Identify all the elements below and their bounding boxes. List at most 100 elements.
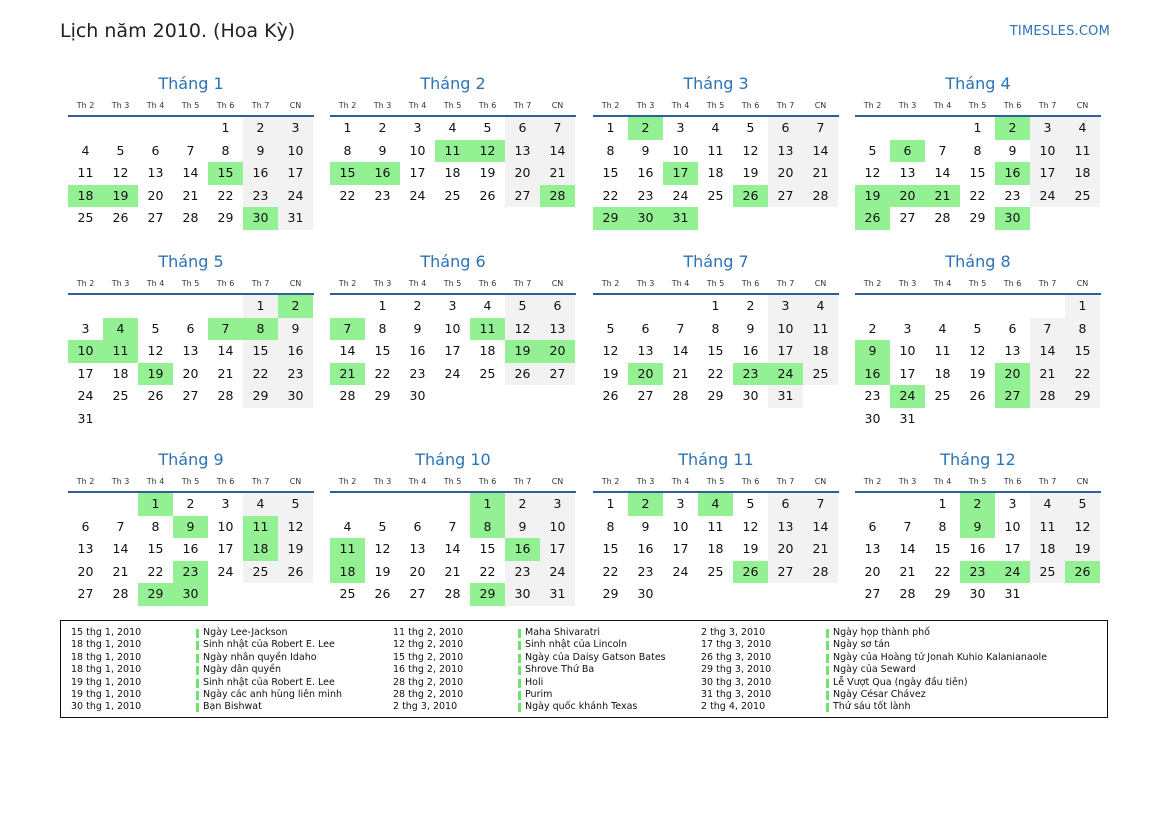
day-cell: 22 xyxy=(243,362,278,385)
day-cell: 19 xyxy=(1065,538,1100,561)
day-cell: 21 xyxy=(217,365,234,381)
day-cell: 10 xyxy=(1004,518,1021,534)
day-cell: 26 xyxy=(505,362,540,385)
day-cell: 4 xyxy=(938,320,947,336)
day-cell: 7 xyxy=(1030,317,1065,340)
month-calendar: Tháng 7 Th 2 Th 3 Th 4 Th 5 Th 6 Th 7 CN 1 2 3 4 5 6 7… xyxy=(593,251,839,408)
day-cell: 7 xyxy=(116,518,125,534)
day-cell: 6 xyxy=(868,518,877,534)
weekday-label: Th 4 xyxy=(408,477,427,486)
weekday-label: CN xyxy=(551,279,564,288)
weekday-header: Th 2 Th 3 Th 4 Th 5 Th 6 Th 7 CN xyxy=(593,95,839,117)
day-cell: 23 xyxy=(864,388,881,403)
holiday-day-cell: 29 xyxy=(470,583,505,606)
day-cell: 22 xyxy=(217,187,234,203)
weekday-label: Th 5 xyxy=(706,279,725,288)
weekday-label: Th 7 xyxy=(776,101,795,110)
weekday-header: Th 2 Th 3 Th 4 Th 5 Th 6 Th 7 CN xyxy=(855,95,1101,117)
weekday-label: Th 6 xyxy=(478,477,497,486)
holiday-name: Ngày của Hoàng tử Jonah Kuhio Kalanianao… xyxy=(825,651,1048,664)
day-cell: 29 xyxy=(707,388,724,403)
legend-row: 12 thg 2, 2010 Sinh nhật của Lincoln xyxy=(393,639,627,651)
holiday-date: 30 thg 3, 2010 xyxy=(701,676,772,688)
day-cell: 1 xyxy=(711,298,720,313)
empty-cell xyxy=(103,295,138,318)
day-cell: 31 xyxy=(1004,586,1021,601)
brand-link[interactable]: TIMESLES.COM xyxy=(1009,24,1110,39)
day-cell: 14 xyxy=(803,515,838,538)
holiday-day-cell: 23 xyxy=(733,362,768,385)
day-cell: 3 xyxy=(768,295,803,318)
weekday-label: Th 5 xyxy=(706,477,725,486)
empty-cell xyxy=(890,295,925,318)
day-cell: 23 xyxy=(637,187,654,203)
day-cell: 27 xyxy=(540,362,575,385)
day-cell: 8 xyxy=(711,320,720,336)
day-cell: 14 xyxy=(672,343,689,358)
holiday-name: Ngày của Seward xyxy=(826,664,916,676)
holiday-day-cell: 2 xyxy=(960,493,995,516)
empty-cell xyxy=(855,295,890,318)
day-cell: 10 xyxy=(409,142,426,158)
day-cell: 13 xyxy=(505,139,540,162)
weekday-label: Th 6 xyxy=(741,279,760,288)
weekday-header: Th 2 Th 3 Th 4 Th 5 Th 6 Th 7 CN xyxy=(855,471,1101,493)
day-cell: 19 xyxy=(742,165,759,180)
holiday-day-cell: 16 xyxy=(995,162,1030,185)
weekday-label: Th 7 xyxy=(1038,101,1057,110)
day-cell: 27 xyxy=(409,586,426,601)
day-cell: 1 xyxy=(606,496,615,511)
day-cell: 2 xyxy=(505,493,540,516)
day-cell: 25 xyxy=(1030,560,1065,583)
day-cell: 5 xyxy=(378,518,387,534)
holiday-day-cell: 8 xyxy=(470,515,505,538)
holiday-day-cell: 1 xyxy=(138,493,173,516)
weekday-label: Th 7 xyxy=(776,477,795,486)
legend-row: 15 thg 1, 2010 Ngày Lee-Jackson xyxy=(71,627,288,639)
day-cell: 23 xyxy=(409,365,426,381)
holiday-name: Bạn Bishwat xyxy=(196,701,262,713)
day-cell: 13 xyxy=(77,541,94,556)
day-cell: 18 xyxy=(444,165,461,180)
month-title: Tháng 3 xyxy=(683,74,749,93)
holiday-date: 2 thg 3, 2010 xyxy=(701,627,766,638)
holiday-day-cell: 26 xyxy=(855,207,890,230)
weekday-label: Th 6 xyxy=(741,101,760,110)
legend-column: 11 thg 2, 2010 Maha Shivaratri 12 thg 2, 2… xyxy=(393,627,666,714)
day-cell: 20 xyxy=(864,563,881,579)
weekday-label: Th 5 xyxy=(443,279,462,288)
day-cell: 10 xyxy=(672,518,689,534)
holiday-day-cell: 12 xyxy=(470,139,505,162)
weekday-label: Th 2 xyxy=(601,101,620,110)
day-cell: 22 xyxy=(1065,362,1100,385)
holiday-date: 19 thg 1, 2010 xyxy=(71,688,142,700)
legend-row: 11 thg 2, 2010 Maha Shivaratri xyxy=(393,627,600,639)
day-grid: 1 2 3 4 5 6 7 8 9 10 11 12 13 14 15 16 17 18 19 20 21 22 23 24 2… xyxy=(593,295,839,408)
month-calendar: Tháng 10 Th 2 Th 3 Th 4 Th 5 Th 6 Th 7 CN 1 2 3 4 5 6… xyxy=(330,449,576,606)
holiday-day-cell: 20 xyxy=(995,362,1030,385)
day-cell: 5 xyxy=(606,320,615,336)
holiday-day-cell: 19 xyxy=(138,362,173,385)
holiday-name: Ngày César Chávez xyxy=(826,688,926,701)
day-grid: 1 2 3 4 5 6 7 8 9 10 11 12 13 14 15 16 17 18 19 20 21 22 23 24 2… xyxy=(855,493,1101,606)
day-cell: 14 xyxy=(934,165,951,180)
holiday-day-cell: 24 xyxy=(890,385,925,408)
day-cell: 16 xyxy=(969,541,986,556)
holiday-name: Ngày của Daisy Gatson Bates xyxy=(518,651,666,664)
day-cell: 5 xyxy=(868,142,877,158)
day-cell: 6 xyxy=(505,117,540,140)
weekday-label: Th 5 xyxy=(968,477,987,486)
holiday-day-cell: 21 xyxy=(330,362,365,385)
day-cell: 13 xyxy=(409,541,426,556)
day-cell: 15 xyxy=(969,165,986,180)
day-cell: 26 xyxy=(969,388,986,403)
weekday-label: Th 4 xyxy=(933,477,952,486)
day-cell: 18 xyxy=(479,343,496,358)
day-cell: 27 xyxy=(864,586,881,601)
weekday-label: Th 5 xyxy=(443,477,462,486)
day-grid: 1 2 3 4 5 6 7 8 9 10 11 12 13 14 15 16 17 18 19 20 21 22 23 24 2… xyxy=(68,117,314,230)
day-cell: 11 xyxy=(77,165,94,180)
weekday-header: Th 2 Th 3 Th 4 Th 5 Th 6 Th 7 CN xyxy=(593,273,839,295)
empty-cell xyxy=(925,295,960,318)
weekday-label: Th 6 xyxy=(478,279,497,288)
